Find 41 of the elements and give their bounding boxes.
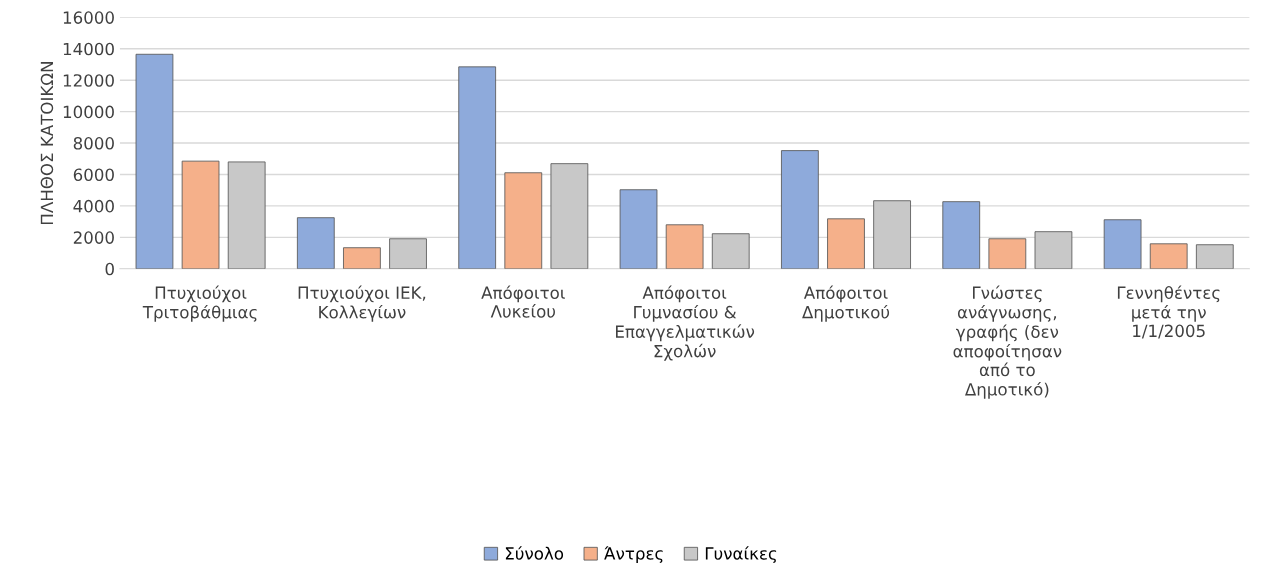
x-tick-label: Πτυχιούχοι Τριτοβάθμιας	[142, 285, 257, 322]
y-tick-label: 16000	[63, 11, 114, 24]
x-tick-label: Πτυχιούχοι ΙΕΚ, Κολλεγίων	[298, 285, 426, 322]
bar	[550, 163, 589, 269]
legend-label: Σύνολο	[505, 546, 564, 560]
bar	[1034, 231, 1073, 269]
bar	[1149, 243, 1188, 269]
bar	[1103, 219, 1142, 269]
y-tick-label: 4000	[73, 199, 114, 213]
y-tick-label: 6000	[73, 168, 114, 182]
legend-label: Γυναίκες	[705, 546, 777, 563]
bar	[343, 247, 381, 269]
y-tick-label: 12000	[63, 74, 114, 87]
bar	[135, 53, 174, 269]
bar	[988, 238, 1027, 269]
x-tick-label: Απόφοιτοι Δημοτικού	[802, 285, 890, 322]
x-tick-label: Απόφοιτοι Λυκείου	[481, 285, 565, 318]
bar	[665, 224, 704, 269]
x-tick-label: Γεννηθέντες μετά την 1/1/2005	[1117, 285, 1220, 339]
bar	[389, 238, 427, 269]
bar	[181, 160, 220, 269]
y-tick-label: 10000	[63, 105, 114, 119]
y-tick-label: 14000	[63, 42, 114, 56]
bar	[873, 200, 911, 269]
bar	[227, 161, 266, 269]
x-tick-label: Απόφοιτοι Γυμνασίου & Επαγγελματικών Σχολών	[616, 285, 755, 361]
bar	[827, 218, 865, 269]
y-tick-label: 2000	[73, 231, 114, 244]
y-tick-label: 0	[105, 262, 114, 276]
bar	[458, 66, 497, 269]
bar	[711, 233, 750, 269]
bar	[1195, 244, 1234, 269]
bar	[504, 172, 543, 269]
y-axis-title: ΠΛΗΘΟΣ ΚΑΤΟΙΚΩΝ	[40, 62, 54, 225]
x-tick-label: Γνώστες ανάγνωσης, γραφής (δεν αποφοίτησαν από το Δημοτικό)	[953, 285, 1062, 399]
bar	[296, 217, 335, 269]
legend-label: Άντρες	[604, 546, 663, 563]
bar	[619, 189, 658, 269]
bar	[781, 150, 819, 269]
y-tick-label: 8000	[73, 137, 114, 150]
bar	[942, 201, 981, 269]
